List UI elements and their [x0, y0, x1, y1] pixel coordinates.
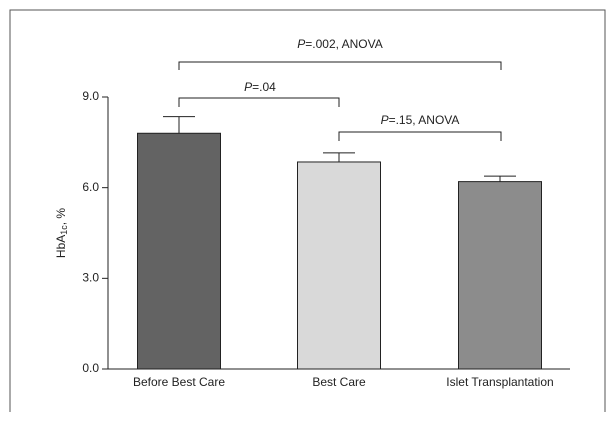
bar: [458, 181, 542, 370]
bar: [137, 132, 221, 370]
y-label-suffix: , %: [54, 208, 68, 226]
y-tick-label: 6.0: [82, 180, 99, 194]
y-tick-label: 9.0: [82, 89, 99, 103]
y-label-sub: 1c: [59, 225, 69, 235]
y-label-base: HbA: [54, 235, 68, 258]
annotation-p: P: [381, 113, 389, 127]
annotation: P=.15, ANOVA: [381, 113, 460, 127]
x-tick-label: Before Best Care: [133, 375, 225, 389]
annotation: P=.002, ANOVA: [297, 37, 383, 51]
bracket: [178, 61, 502, 70]
annotation-p: P: [297, 37, 305, 51]
bracket: [178, 97, 340, 107]
y-tick-label: 3.0: [82, 271, 99, 285]
annotation-text: =.04: [252, 80, 276, 94]
y-axis-label: HbA1c, %: [54, 208, 69, 259]
bracket: [338, 131, 502, 141]
annotation-p: P: [244, 80, 252, 94]
brackets: [178, 61, 502, 141]
y-tick-label: 0.0: [82, 361, 99, 375]
annotation: P=.04: [244, 80, 276, 94]
annotation-text: =.15, ANOVA: [389, 113, 460, 127]
annotation-text: =.002, ANOVA: [305, 37, 383, 51]
x-tick-label: Islet Transplantation: [446, 375, 553, 389]
frame: [9, 9, 606, 412]
bar: [297, 161, 381, 370]
x-tick-label: Best Care: [312, 375, 366, 389]
